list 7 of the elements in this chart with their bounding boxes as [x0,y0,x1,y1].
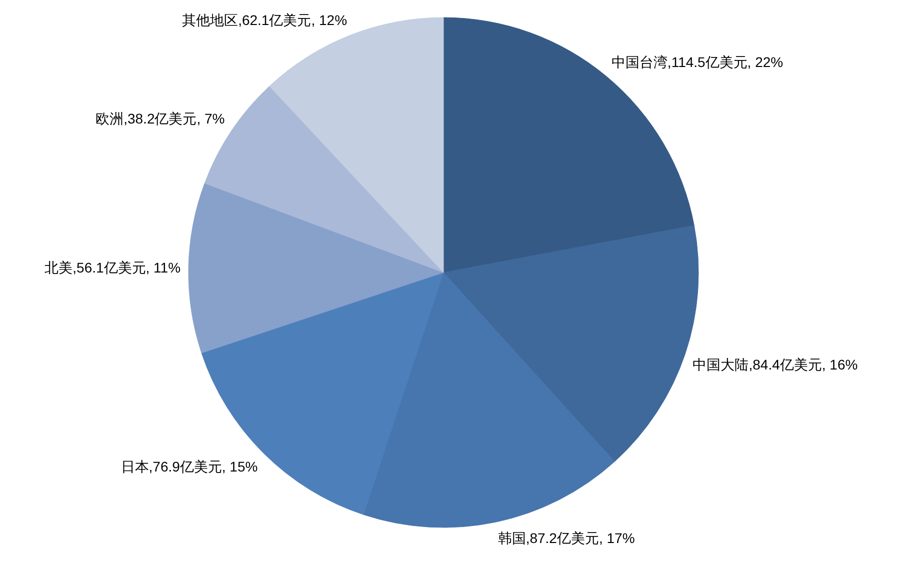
slice-label: 日本,76.9亿美元, 15% [120,458,258,475]
slice-label: 韩国,87.2亿美元, 17% [498,530,635,546]
slice-label: 欧洲,38.2亿美元, 7% [96,110,225,126]
slice-label: 北美,56.1亿美元, 11% [44,260,181,276]
slice-label: 其他地区,62.1亿美元, 12% [182,12,348,28]
slice-label: 中国台湾,114.5亿美元, 22% [611,54,784,70]
slice-label: 中国大陆,84.4亿美元, 16% [692,356,858,372]
